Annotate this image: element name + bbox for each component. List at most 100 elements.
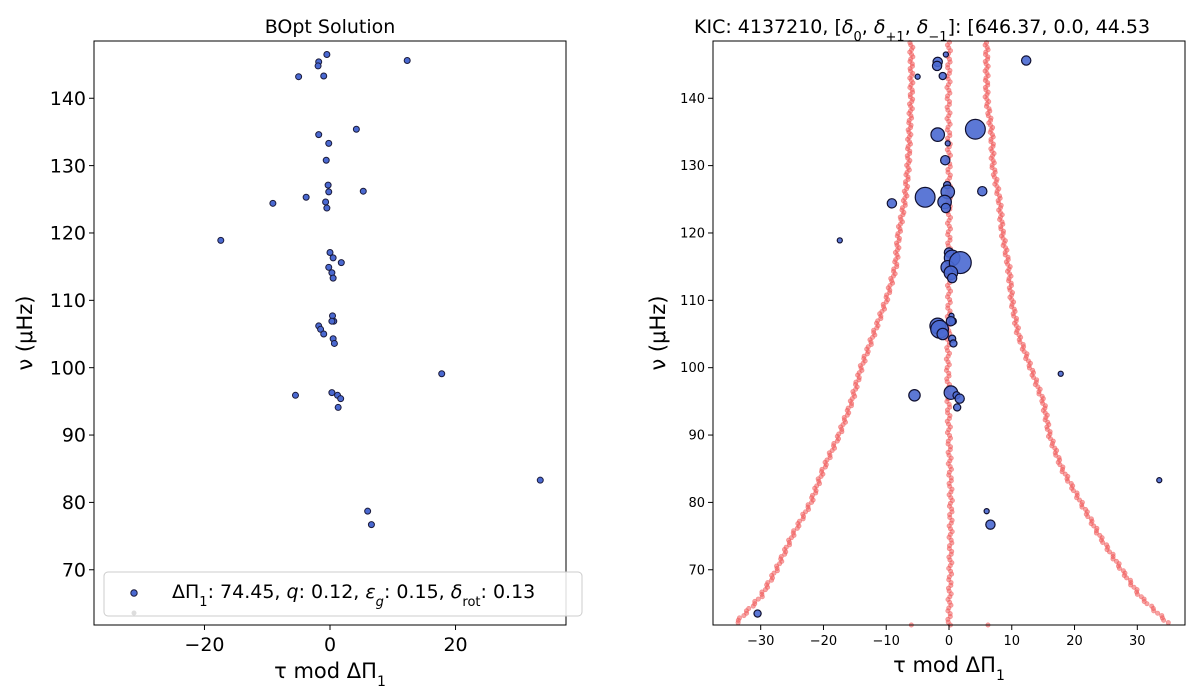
right-xtick-label: −30 bbox=[747, 634, 774, 649]
right-xtick-label: −10 bbox=[873, 634, 900, 649]
left-ytick-label: 70 bbox=[62, 559, 86, 581]
mode-point bbox=[930, 127, 946, 142]
mode-point bbox=[985, 519, 996, 530]
mode-point bbox=[325, 263, 333, 271]
mode-point bbox=[367, 521, 375, 529]
model-point bbox=[755, 596, 761, 602]
left-xlabel: τ mod ΔΠ1 bbox=[274, 659, 386, 690]
right-title: KIC: 4137210, [δ0, δ+1, δ−1]: [646.37, 0… bbox=[694, 16, 1150, 45]
right-ytick-label: 70 bbox=[688, 563, 705, 578]
model-point bbox=[796, 518, 802, 524]
mode-point bbox=[938, 71, 947, 81]
mode-point bbox=[939, 154, 951, 166]
model-point bbox=[1159, 613, 1165, 619]
mode-point bbox=[330, 339, 338, 347]
left-xtick-label: 20 bbox=[443, 634, 467, 656]
model-point bbox=[1131, 584, 1137, 590]
left-ylabel: ν (μHz) bbox=[13, 296, 37, 371]
model-point bbox=[1127, 577, 1133, 583]
mode-point bbox=[337, 259, 345, 267]
mode-point bbox=[942, 51, 950, 58]
mode-point bbox=[314, 62, 322, 70]
legend-box bbox=[103, 571, 583, 617]
mode-point bbox=[320, 72, 328, 80]
right-panel: KIC: 4137210, [δ0, δ+1, δ−1]: [646.37, 0… bbox=[646, 16, 1186, 684]
left-legend: ΔΠ1: 74.45, q: 0.12, εg: 0.15, δrot: 0.1… bbox=[103, 571, 583, 617]
mode-point bbox=[364, 507, 372, 515]
model-point bbox=[984, 40, 990, 46]
model-point bbox=[1155, 610, 1161, 616]
model-point bbox=[1068, 481, 1074, 487]
mode-point bbox=[326, 249, 334, 257]
mode-point bbox=[954, 393, 965, 404]
mode-point bbox=[914, 73, 921, 80]
mode-point bbox=[323, 204, 331, 212]
right-ytick-label: 130 bbox=[680, 159, 705, 174]
model-point bbox=[1149, 603, 1155, 609]
mode-point bbox=[325, 188, 333, 196]
mode-point bbox=[438, 370, 446, 378]
mode-point bbox=[295, 73, 303, 81]
right-xtick-label: 20 bbox=[1066, 634, 1083, 649]
mode-point bbox=[337, 395, 345, 403]
model-point bbox=[819, 466, 825, 472]
legend-marker bbox=[130, 589, 138, 597]
left-xtick-label: 0 bbox=[324, 634, 336, 656]
model-point bbox=[1120, 568, 1126, 574]
mode-point bbox=[949, 339, 958, 348]
left-panel: BOpt Solution −20 0 20 70 80 90 100 110 120 130 1… bbox=[13, 16, 583, 690]
mode-point bbox=[403, 57, 411, 65]
mode-point bbox=[1057, 370, 1064, 377]
left-axes-frame bbox=[93, 40, 567, 626]
model-point bbox=[746, 605, 752, 611]
mode-point bbox=[329, 274, 337, 282]
mode-point bbox=[217, 236, 225, 244]
model-point bbox=[752, 598, 758, 604]
mode-point bbox=[320, 330, 328, 338]
mode-point bbox=[328, 389, 336, 397]
model-point bbox=[1097, 532, 1103, 538]
mode-point bbox=[931, 60, 943, 72]
legend-marker-2 bbox=[131, 610, 137, 616]
mode-point bbox=[944, 140, 951, 147]
mode-point bbox=[315, 131, 323, 139]
model-point bbox=[907, 40, 913, 46]
model-point bbox=[791, 528, 797, 534]
mode-point bbox=[323, 50, 331, 58]
model-point bbox=[771, 570, 777, 576]
model-point bbox=[1138, 594, 1144, 600]
model-point bbox=[831, 440, 837, 446]
model-point bbox=[759, 589, 765, 595]
left-ytick-label: 130 bbox=[50, 155, 86, 177]
mode-point bbox=[302, 193, 310, 201]
model-point bbox=[1113, 558, 1119, 564]
mode-point bbox=[317, 325, 325, 333]
right-xtick-label: −20 bbox=[810, 634, 837, 649]
right-ylabel: ν (μHz) bbox=[646, 296, 670, 371]
mode-point bbox=[940, 202, 952, 214]
mode-point bbox=[936, 327, 950, 341]
mode-point bbox=[269, 199, 277, 207]
mode-point bbox=[329, 254, 337, 262]
model-point bbox=[1083, 506, 1089, 512]
model-point bbox=[736, 615, 742, 621]
mode-point bbox=[324, 181, 332, 189]
right-xtick-label: 0 bbox=[945, 634, 953, 649]
model-point bbox=[1104, 542, 1110, 548]
left-ytick-label: 140 bbox=[50, 88, 86, 110]
mode-point bbox=[334, 403, 342, 411]
left-ytick-label: 80 bbox=[62, 492, 86, 514]
model-point bbox=[765, 580, 771, 586]
model-point bbox=[783, 544, 789, 550]
model-point bbox=[805, 502, 811, 508]
left-ytick-label: 100 bbox=[50, 357, 86, 379]
legend-label: ΔΠ1: 74.45, q: 0.12, εg: 0.15, δrot: 0.1… bbox=[172, 581, 535, 610]
mode-point bbox=[291, 391, 299, 399]
left-ytick-label: 120 bbox=[50, 223, 86, 245]
mode-point bbox=[945, 315, 957, 327]
mode-point bbox=[1156, 477, 1163, 484]
mode-point bbox=[322, 156, 330, 164]
mode-point bbox=[908, 389, 921, 402]
mode-point bbox=[977, 185, 988, 197]
